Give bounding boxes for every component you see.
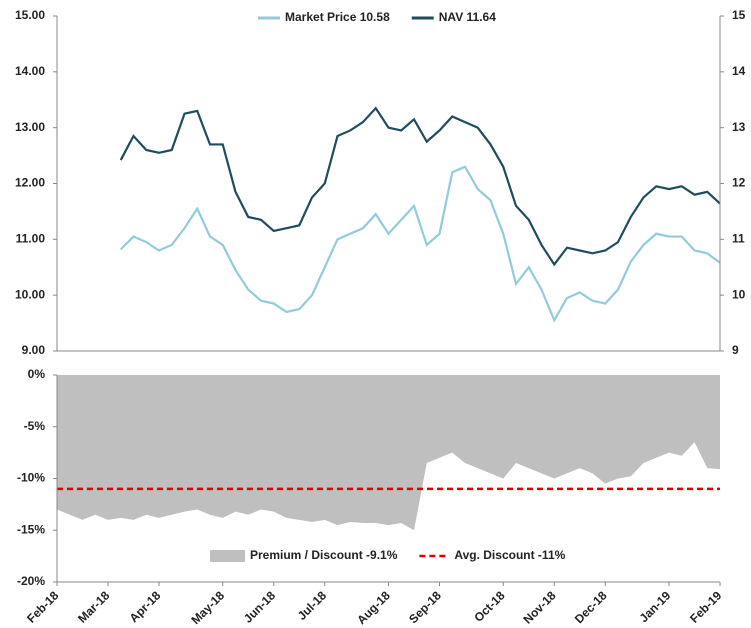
y-tick-label: 10.00 bbox=[15, 287, 45, 301]
y-tick-label: -15% bbox=[17, 522, 45, 536]
line-series bbox=[119, 165, 721, 323]
x-tick-label: Sep-18 bbox=[406, 588, 444, 626]
legend-label: Premium / Discount -9.1% bbox=[250, 548, 398, 562]
x-tick-label: Feb-18 bbox=[24, 588, 61, 625]
x-tick-label: Aug-18 bbox=[354, 588, 393, 627]
y-tick-label: 9.00 bbox=[22, 343, 46, 357]
legend-label: NAV 11.64 bbox=[439, 10, 496, 24]
y-tick-label: 13.00 bbox=[15, 120, 45, 134]
line-series bbox=[119, 106, 721, 267]
x-tick-label: Apr-18 bbox=[127, 588, 164, 625]
y-tick-label: 15.00 bbox=[15, 8, 45, 22]
y-tick-label: -20% bbox=[17, 574, 45, 588]
legend-label: Market Price 10.58 bbox=[285, 10, 390, 24]
x-tick-label: Jul-18 bbox=[295, 588, 330, 623]
y-tick-label: 12.00 bbox=[15, 176, 45, 190]
legend-swatch bbox=[210, 550, 245, 562]
x-tick-label: Jun-18 bbox=[241, 588, 278, 625]
x-tick-label: Jan-19 bbox=[637, 588, 674, 625]
area-series bbox=[57, 375, 720, 531]
x-tick-label: May-18 bbox=[188, 588, 227, 627]
y2-tick-label: 10 bbox=[732, 287, 746, 301]
legend-label: Avg. Discount -11% bbox=[454, 548, 565, 562]
y2-tick-label: 11 bbox=[732, 232, 745, 246]
x-tick-label: Feb-19 bbox=[687, 588, 724, 625]
x-tick-label: Oct-18 bbox=[471, 588, 508, 625]
y2-tick-label: 15 bbox=[732, 8, 746, 22]
y-tick-label: 14.00 bbox=[15, 64, 45, 78]
x-tick-label: Nov-18 bbox=[520, 588, 558, 626]
y2-tick-label: 9 bbox=[732, 343, 739, 357]
y-tick-label: -5% bbox=[24, 419, 46, 433]
y-tick-label: 0% bbox=[28, 367, 46, 381]
x-tick-label: Mar-18 bbox=[75, 588, 112, 625]
x-tick-label: Dec-18 bbox=[572, 588, 610, 626]
y-tick-label: 11.00 bbox=[16, 232, 46, 246]
y-tick-label: -10% bbox=[17, 471, 45, 485]
y2-tick-label: 14 bbox=[732, 64, 746, 78]
y2-tick-label: 13 bbox=[732, 120, 746, 134]
y2-tick-label: 12 bbox=[732, 176, 746, 190]
